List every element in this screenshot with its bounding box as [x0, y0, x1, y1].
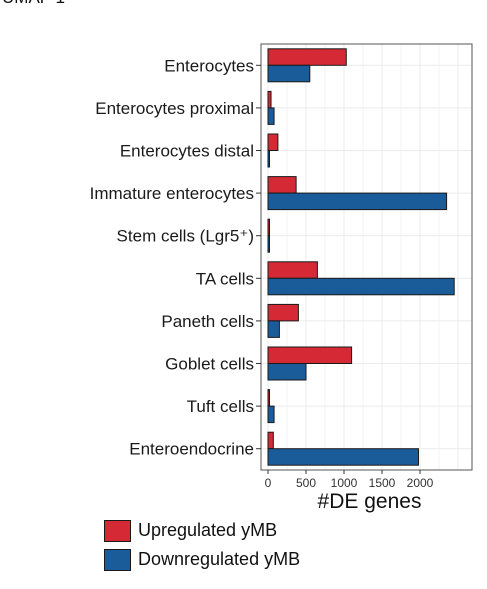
x-tick-label: 2000: [407, 476, 434, 490]
bar-downregulated: [267, 192, 448, 211]
x-tick-label: 1500: [369, 476, 396, 490]
legend-item-upregulated: Upregulated yMB: [104, 516, 300, 545]
bar-downregulated: [267, 107, 275, 125]
category-label: Stem cells (Lgr5⁺): [117, 227, 254, 246]
category-label: Enterocytes: [164, 56, 254, 75]
bar-chart: Enterocytes Enterocytes proximal Enterocyt…: [90, 43, 473, 513]
bar-upregulated: [267, 133, 279, 151]
bar-upregulated: [267, 218, 270, 237]
legend-item-downregulated: Downregulated yMB: [104, 545, 300, 574]
bar-downregulated: [267, 235, 270, 253]
legend-swatch-downregulated: [104, 548, 131, 571]
x-tick-labels: 0 500 1000 1500 2000: [265, 470, 434, 490]
legend: Upregulated yMB Downregulated yMB: [104, 516, 300, 574]
category-labels: Enterocytes Enterocytes proximal Enterocyt…: [90, 56, 261, 459]
category-label: Enterocytes distal: [120, 142, 254, 161]
bar-downregulated: [267, 64, 311, 83]
legend-label-downregulated: Downregulated yMB: [138, 549, 301, 569]
bar-upregulated: [267, 90, 272, 109]
x-axis-title: #DE genes: [318, 490, 422, 513]
category-label: Enteroendocrine: [129, 440, 254, 459]
bar-downregulated: [267, 405, 275, 424]
bar-upregulated: [267, 48, 347, 66]
bar-downregulated: [267, 150, 270, 168]
plot-border: [260, 43, 473, 471]
category-label: TA cells: [196, 269, 254, 288]
category-label: Tuft cells: [187, 397, 254, 416]
bar-upregulated: [267, 176, 297, 194]
category-label: Paneth cells: [161, 312, 254, 331]
bar-upregulated: [267, 346, 353, 364]
bar-downregulated: [267, 448, 419, 466]
bar-upregulated: [267, 389, 270, 407]
bar-downregulated: [267, 320, 280, 338]
bars-group: [267, 48, 455, 466]
legend-label-upregulated: Upregulated yMB: [138, 520, 278, 540]
bar-upregulated: [267, 303, 299, 322]
bar-upregulated: [267, 431, 274, 450]
legend-swatch-upregulated: [104, 519, 131, 542]
x-tick-label: 0: [265, 476, 272, 490]
category-label: Immature enterocytes: [90, 184, 254, 203]
bar-downregulated: [267, 277, 455, 296]
bar-upregulated: [267, 261, 318, 279]
x-tick-label: 1000: [331, 476, 358, 490]
bar-downregulated: [267, 363, 307, 381]
plot-panel: [261, 44, 472, 470]
category-label: Enterocytes proximal: [95, 99, 254, 118]
x-tick-label: 500: [296, 476, 316, 490]
category-label: Goblet cells: [165, 355, 254, 374]
cropped-top-text: UMAP 1: [2, 0, 65, 8]
